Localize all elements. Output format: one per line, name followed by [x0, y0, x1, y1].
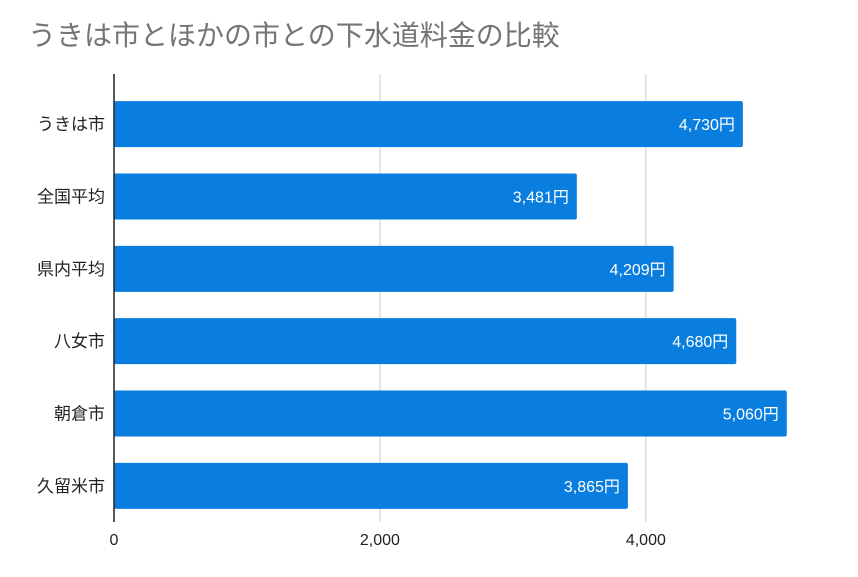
data-label: 4,680円 [672, 334, 728, 351]
grid-lines [379, 74, 647, 522]
category-label: 県内平均 [37, 260, 105, 279]
bar [114, 390, 787, 437]
data-label: 4,730円 [679, 117, 735, 134]
category-label: 朝倉市 [54, 405, 105, 424]
category-label: 久留米市 [37, 477, 105, 496]
x-tick-label: 4,000 [626, 532, 666, 549]
bars [114, 101, 787, 509]
category-label: 全国平均 [37, 188, 105, 207]
bar [114, 462, 628, 509]
bar [114, 245, 674, 292]
category-label: 八女市 [54, 332, 105, 351]
x-tick-label: 2,000 [360, 532, 400, 549]
data-label: 3,865円 [564, 479, 620, 496]
chart-title: うきは市とほかの市との下水道料金の比較 [28, 19, 560, 52]
value-labels: 4,730円 3,481円 4,209円 4,680円 5,060円 3,865円 [513, 117, 779, 496]
bar [114, 101, 743, 148]
data-label: 4,209円 [610, 262, 666, 279]
bar [114, 173, 577, 220]
x-tick-labels: 0 2,000 4,000 [110, 532, 666, 549]
category-label: うきは市 [37, 115, 105, 134]
data-label: 5,060円 [723, 407, 779, 424]
data-label: 3,481円 [513, 190, 569, 207]
bar [114, 318, 737, 365]
x-tick-label: 0 [110, 532, 119, 549]
